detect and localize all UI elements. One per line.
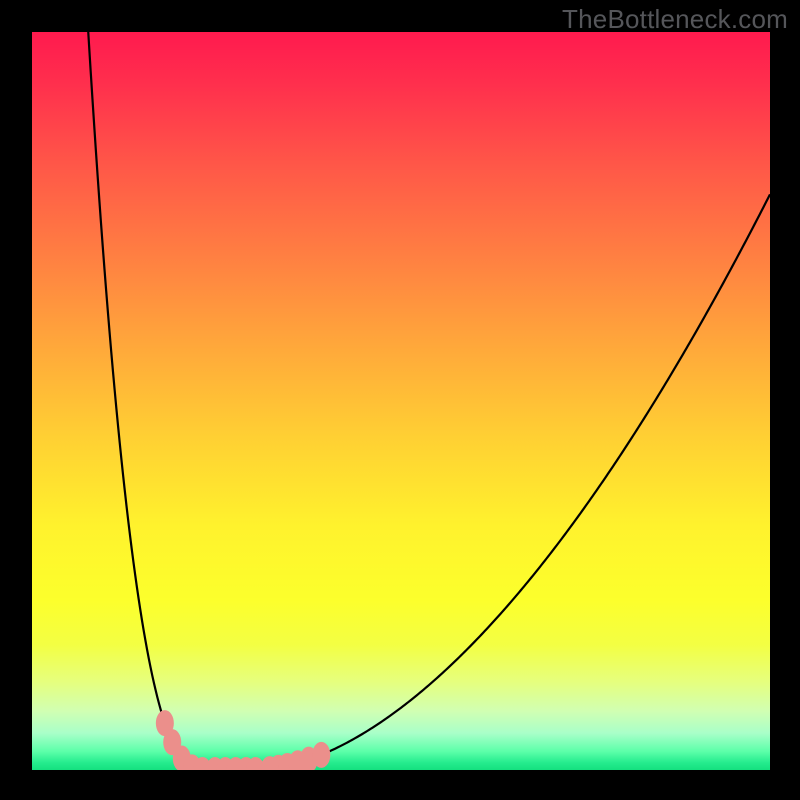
bottleneck-curve-chart <box>0 0 800 800</box>
marker-right-5 <box>312 742 330 768</box>
watermark-text: TheBottleneck.com <box>562 4 788 35</box>
plot-background <box>32 32 770 770</box>
